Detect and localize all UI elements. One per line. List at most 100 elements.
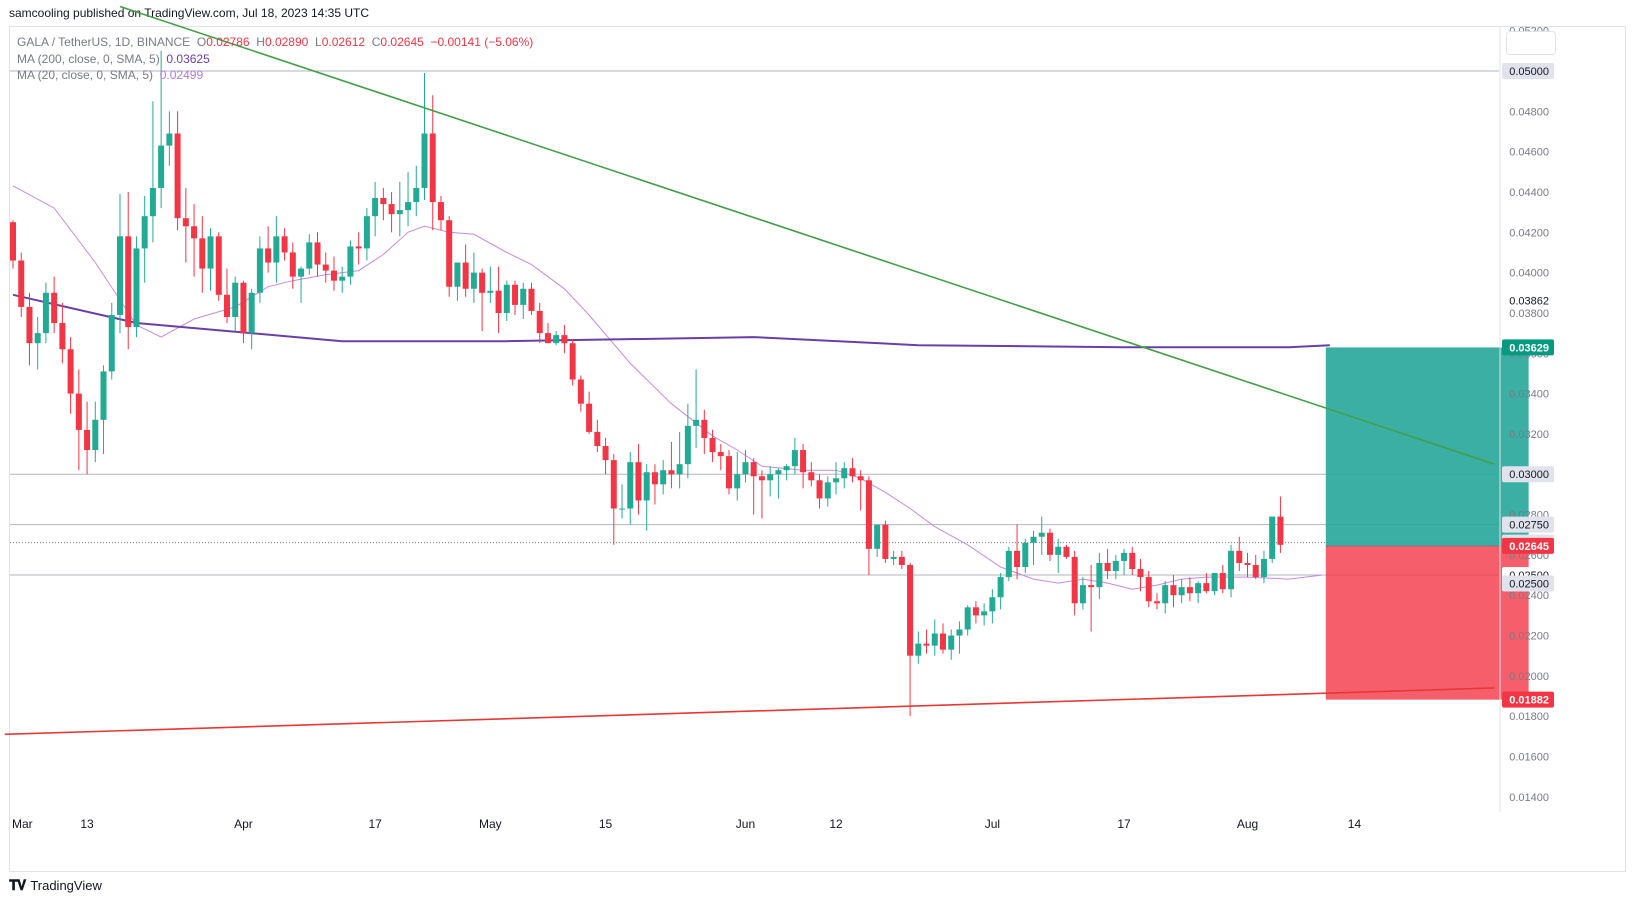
- y-tick-label: 0.04800: [1509, 106, 1549, 118]
- candle: [1153, 593, 1160, 610]
- candle-body: [536, 310, 543, 334]
- candle: [1071, 550, 1078, 616]
- candle: [1277, 496, 1284, 553]
- candle-body: [528, 288, 535, 311]
- candle-body: [388, 204, 395, 215]
- candle: [890, 550, 897, 565]
- candle: [627, 452, 634, 525]
- candle: [1063, 544, 1070, 559]
- legend-ohlc-row: GALA / TetherUS, 1D, BINANCE O0.02786 H0…: [17, 34, 533, 51]
- legend-ma200-row[interactable]: MA (200, close, 0, SMA, 5) 0.03625: [17, 51, 533, 68]
- candle-body: [330, 270, 337, 281]
- candle-body: [470, 272, 477, 289]
- candle: [1162, 581, 1169, 614]
- legend-high-value: 0.02890: [264, 35, 309, 49]
- candle: [882, 520, 889, 563]
- price-tag-label: 0.02500: [1509, 579, 1549, 591]
- x-tick-label: 15: [599, 817, 613, 831]
- x-tick-label: 12: [829, 817, 843, 831]
- candle-body: [520, 288, 527, 305]
- candle: [1186, 577, 1193, 602]
- candle: [281, 228, 288, 261]
- candle-body: [26, 306, 33, 344]
- candle: [26, 292, 33, 366]
- legend-open-label: O: [196, 35, 207, 49]
- candle: [174, 111, 181, 231]
- candle: [108, 302, 115, 380]
- candle: [635, 444, 642, 515]
- candle-body: [775, 470, 782, 475]
- candle: [693, 369, 700, 449]
- candle: [182, 187, 189, 263]
- plot-area: [10, 50, 1499, 717]
- candle: [619, 484, 626, 519]
- ma200-line: [12, 293, 1330, 349]
- candle: [437, 196, 444, 231]
- candle: [907, 562, 914, 717]
- price-tag: 0.02750: [1502, 516, 1554, 533]
- candle-body: [174, 133, 181, 219]
- candle-body: [116, 236, 123, 315]
- candle-body: [1277, 516, 1284, 545]
- candle: [388, 191, 395, 233]
- candle: [1121, 548, 1128, 576]
- candle-body: [396, 210, 403, 215]
- candle: [874, 524, 881, 557]
- y-tick-label: 0.03400: [1509, 389, 1549, 401]
- candle: [1211, 573, 1218, 596]
- legend-ma20-value: 0.02499: [159, 68, 204, 82]
- candle-body: [1071, 556, 1078, 604]
- candle-body: [849, 468, 856, 477]
- candle: [923, 629, 930, 654]
- candle-body: [651, 472, 658, 485]
- candle: [808, 462, 815, 487]
- candle: [191, 204, 198, 277]
- y-tick-label: 0.02400: [1509, 590, 1549, 602]
- candle-body: [125, 236, 132, 328]
- price-tag-label: 0.01882: [1509, 695, 1549, 707]
- candle-body: [726, 456, 733, 489]
- candle: [322, 252, 329, 283]
- candle-body: [1063, 546, 1070, 557]
- candle: [931, 619, 938, 656]
- price-tag-label: 0.03862: [1509, 295, 1549, 307]
- x-tick-label: Aug: [1237, 817, 1258, 831]
- candle-body: [668, 470, 675, 475]
- candle: [330, 256, 337, 291]
- candle-body: [133, 248, 140, 328]
- y-tick-label: 0.04600: [1509, 147, 1549, 159]
- candle-body: [561, 335, 568, 344]
- candle: [1096, 552, 1103, 600]
- price-tag: 0.02500: [1502, 575, 1554, 592]
- candle: [775, 468, 782, 499]
- candle-body: [1186, 587, 1193, 594]
- candle: [676, 431, 683, 489]
- price-tag: 0.01882: [1502, 691, 1554, 708]
- candle: [158, 50, 165, 209]
- candle-body: [824, 482, 831, 499]
- x-tick-label: Jul: [985, 817, 1000, 831]
- candle: [59, 302, 66, 364]
- stop-zone: [1325, 545, 1529, 700]
- candle-body: [890, 556, 897, 559]
- y-tick-label: 0.01400: [1509, 792, 1549, 804]
- candle-body: [742, 462, 749, 475]
- candle: [405, 171, 412, 227]
- candle-body: [586, 403, 593, 432]
- candle: [1046, 528, 1053, 561]
- candle-body: [182, 218, 189, 227]
- legend-change: −0.00141 (−5.06%): [430, 35, 534, 49]
- candle-body: [1153, 601, 1160, 604]
- candle-body: [265, 248, 272, 263]
- resistance-trendline: [119, 5, 1495, 465]
- candle: [783, 464, 790, 481]
- candle: [1170, 575, 1177, 608]
- candle-body: [923, 643, 930, 646]
- scale-mode-button[interactable]: [1506, 31, 1556, 55]
- candle-body: [1022, 542, 1029, 567]
- candle: [133, 236, 140, 338]
- tradingview-logo-icon[interactable]: 𝐓𝐕: [9, 877, 26, 893]
- legend-ma20-row[interactable]: MA (20, close, 0, SMA, 5) 0.02499: [17, 67, 533, 84]
- candle-body: [676, 464, 683, 475]
